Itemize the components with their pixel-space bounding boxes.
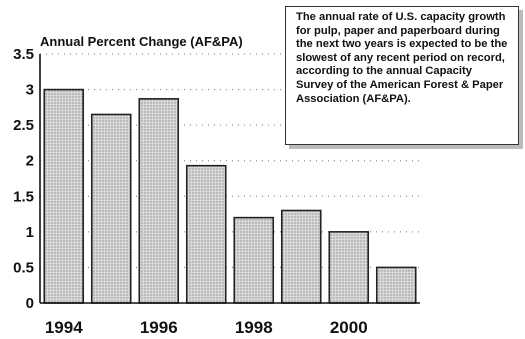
bar-1997 [185, 164, 227, 304]
y-tick-label: 0 [26, 295, 34, 312]
bars [43, 88, 417, 304]
bar-2001 [375, 266, 417, 304]
chart-title: Annual Percent Change (AF&PA) [40, 34, 243, 49]
y-tick-label: 1.5 [13, 188, 34, 205]
x-tick-label: 1996 [140, 318, 178, 337]
x-tick-label: 1998 [235, 318, 273, 337]
bar-1995 [90, 113, 132, 304]
bar-2000 [328, 231, 370, 304]
bar-1999 [280, 209, 322, 304]
bar-1996 [138, 98, 180, 304]
y-tick-label: 3.5 [13, 46, 34, 63]
bar-1994 [43, 88, 85, 304]
annotation-callout: The annual rate of U.S. capacity growth … [285, 6, 519, 145]
x-axis-ticks: 1994 1996 1998 2000 [45, 318, 368, 337]
y-axis-ticks: 0 0.5 1 1.5 2 2.5 3 3.5 [13, 46, 34, 312]
y-tick-label: 2 [26, 153, 34, 170]
y-tick-label: 0.5 [13, 259, 34, 276]
y-tick-label: 2.5 [13, 117, 34, 134]
y-tick-label: 3 [26, 82, 34, 99]
x-tick-label: 2000 [330, 318, 368, 337]
bar-1998 [233, 216, 275, 304]
y-tick-label: 1 [26, 224, 34, 241]
x-tick-label: 1994 [45, 318, 83, 337]
